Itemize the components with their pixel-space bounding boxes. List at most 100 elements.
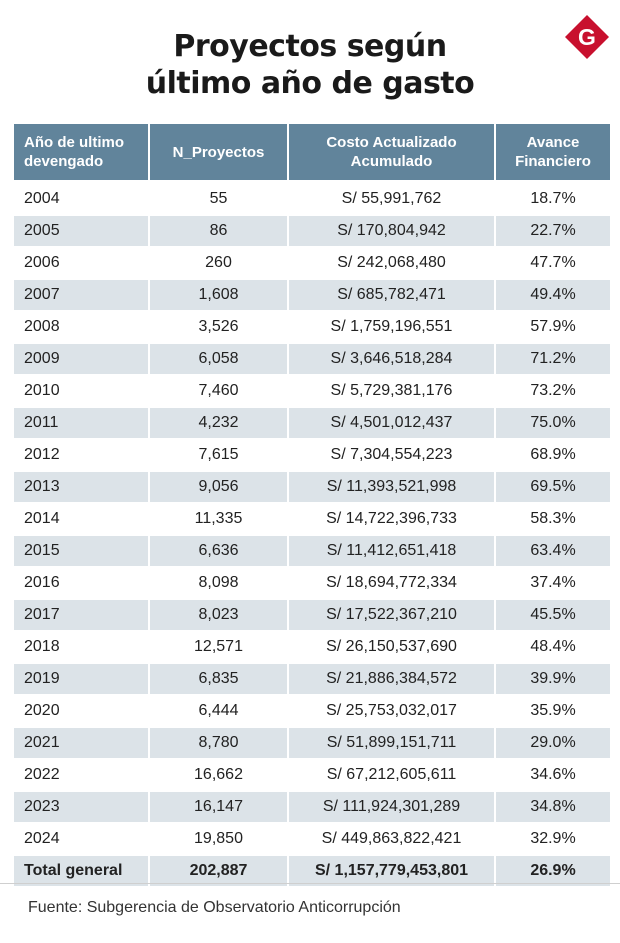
cell-progress: 75.0%: [496, 406, 610, 438]
table-row: 2015 6,636 S/ 11,412,651,418 63.4%: [14, 534, 610, 566]
cell-progress: 22.7%: [496, 214, 610, 246]
cell-year: 2015: [14, 534, 148, 566]
table-row: 2012 7,615 S/ 7,304,554,223 68.9%: [14, 438, 610, 470]
total-cell-cost: S/ 1,157,779,453,801: [289, 854, 494, 886]
cell-progress: 49.4%: [496, 278, 610, 310]
cell-year: 2018: [14, 630, 148, 662]
total-cell-year: Total general: [14, 854, 148, 886]
table-row: 2021 8,780 S/ 51,899,151,711 29.0%: [14, 726, 610, 758]
cell-cost: S/ 3,646,518,284: [289, 342, 494, 374]
table-row: 2024 19,850 S/ 449,863,822,421 32.9%: [14, 822, 610, 854]
total-cell-progress: 26.9%: [496, 854, 610, 886]
table-row: 2007 1,608 S/ 685,782,471 49.4%: [14, 278, 610, 310]
table-row: 2010 7,460 S/ 5,729,381,176 73.2%: [14, 374, 610, 406]
cell-progress: 34.6%: [496, 758, 610, 790]
cell-year: 2011: [14, 406, 148, 438]
cell-cost: S/ 170,804,942: [289, 214, 494, 246]
cell-year: 2004: [14, 182, 148, 214]
cell-year: 2021: [14, 726, 148, 758]
table-row: 2009 6,058 S/ 3,646,518,284 71.2%: [14, 342, 610, 374]
table-row: 2019 6,835 S/ 21,886,384,572 39.9%: [14, 662, 610, 694]
cell-projects: 7,615: [150, 438, 287, 470]
cell-cost: S/ 67,212,605,611: [289, 758, 494, 790]
cell-projects: 86: [150, 214, 287, 246]
cell-progress: 71.2%: [496, 342, 610, 374]
table-row: 2005 86 S/ 170,804,942 22.7%: [14, 214, 610, 246]
table-row: 2008 3,526 S/ 1,759,196,551 57.9%: [14, 310, 610, 342]
cell-year: 2009: [14, 342, 148, 374]
cell-projects: 6,058: [150, 342, 287, 374]
cell-projects: 3,526: [150, 310, 287, 342]
cell-projects: 16,147: [150, 790, 287, 822]
cell-year: 2008: [14, 310, 148, 342]
divider: [0, 883, 620, 884]
cell-cost: S/ 449,863,822,421: [289, 822, 494, 854]
cell-year: 2006: [14, 246, 148, 278]
cell-progress: 47.7%: [496, 246, 610, 278]
cell-projects: 11,335: [150, 502, 287, 534]
cell-cost: S/ 242,068,480: [289, 246, 494, 278]
cell-cost: S/ 18,694,772,334: [289, 566, 494, 598]
cell-projects: 9,056: [150, 470, 287, 502]
cell-projects: 12,571: [150, 630, 287, 662]
cell-progress: 48.4%: [496, 630, 610, 662]
cell-progress: 37.4%: [496, 566, 610, 598]
cell-projects: 7,460: [150, 374, 287, 406]
cell-year: 2010: [14, 374, 148, 406]
cell-cost: S/ 14,722,396,733: [289, 502, 494, 534]
cell-year: 2017: [14, 598, 148, 630]
cell-progress: 32.9%: [496, 822, 610, 854]
table-row: 2018 12,571 S/ 26,150,537,690 48.4%: [14, 630, 610, 662]
projects-table: Año de ultimo devengado N_Proyectos Cost…: [12, 124, 612, 886]
cell-year: 2019: [14, 662, 148, 694]
cell-progress: 58.3%: [496, 502, 610, 534]
table-row: 2004 55 S/ 55,991,762 18.7%: [14, 182, 610, 214]
table-header-row: Año de ultimo devengado N_Proyectos Cost…: [14, 124, 610, 182]
cell-cost: S/ 55,991,762: [289, 182, 494, 214]
cell-progress: 63.4%: [496, 534, 610, 566]
cell-year: 2024: [14, 822, 148, 854]
cell-projects: 6,636: [150, 534, 287, 566]
cell-projects: 6,444: [150, 694, 287, 726]
header-progress: Avance Financiero: [496, 124, 610, 182]
cell-year: 2007: [14, 278, 148, 310]
cell-progress: 18.7%: [496, 182, 610, 214]
table-row: 2022 16,662 S/ 67,212,605,611 34.6%: [14, 758, 610, 790]
cell-cost: S/ 11,412,651,418: [289, 534, 494, 566]
cell-year: 2020: [14, 694, 148, 726]
page-title: Proyectos según último año de gasto: [0, 28, 620, 102]
table-row: 2020 6,444 S/ 25,753,032,017 35.9%: [14, 694, 610, 726]
cell-progress: 34.8%: [496, 790, 610, 822]
total-cell-projects: 202,887: [150, 854, 287, 886]
cell-cost: S/ 5,729,381,176: [289, 374, 494, 406]
cell-progress: 73.2%: [496, 374, 610, 406]
cell-projects: 8,023: [150, 598, 287, 630]
cell-progress: 68.9%: [496, 438, 610, 470]
cell-cost: S/ 7,304,554,223: [289, 438, 494, 470]
cell-year: 2012: [14, 438, 148, 470]
cell-cost: S/ 4,501,012,437: [289, 406, 494, 438]
cell-projects: 1,608: [150, 278, 287, 310]
cell-cost: S/ 11,393,521,998: [289, 470, 494, 502]
source-note: Fuente: Subgerencia de Observatorio Anti…: [28, 899, 401, 916]
cell-progress: 29.0%: [496, 726, 610, 758]
cell-year: 2014: [14, 502, 148, 534]
cell-year: 2023: [14, 790, 148, 822]
cell-progress: 45.5%: [496, 598, 610, 630]
cell-year: 2022: [14, 758, 148, 790]
cell-progress: 69.5%: [496, 470, 610, 502]
cell-cost: S/ 111,924,301,289: [289, 790, 494, 822]
cell-projects: 6,835: [150, 662, 287, 694]
cell-cost: S/ 25,753,032,017: [289, 694, 494, 726]
cell-year: 2005: [14, 214, 148, 246]
cell-projects: 8,780: [150, 726, 287, 758]
cell-projects: 19,850: [150, 822, 287, 854]
cell-year: 2016: [14, 566, 148, 598]
header-projects: N_Proyectos: [150, 124, 287, 182]
table-row: 2006 260 S/ 242,068,480 47.7%: [14, 246, 610, 278]
cell-cost: S/ 51,899,151,711: [289, 726, 494, 758]
cell-progress: 39.9%: [496, 662, 610, 694]
cell-cost: S/ 685,782,471: [289, 278, 494, 310]
table-row: 2011 4,232 S/ 4,501,012,437 75.0%: [14, 406, 610, 438]
header-cost: Costo Actualizado Acumulado: [289, 124, 494, 182]
